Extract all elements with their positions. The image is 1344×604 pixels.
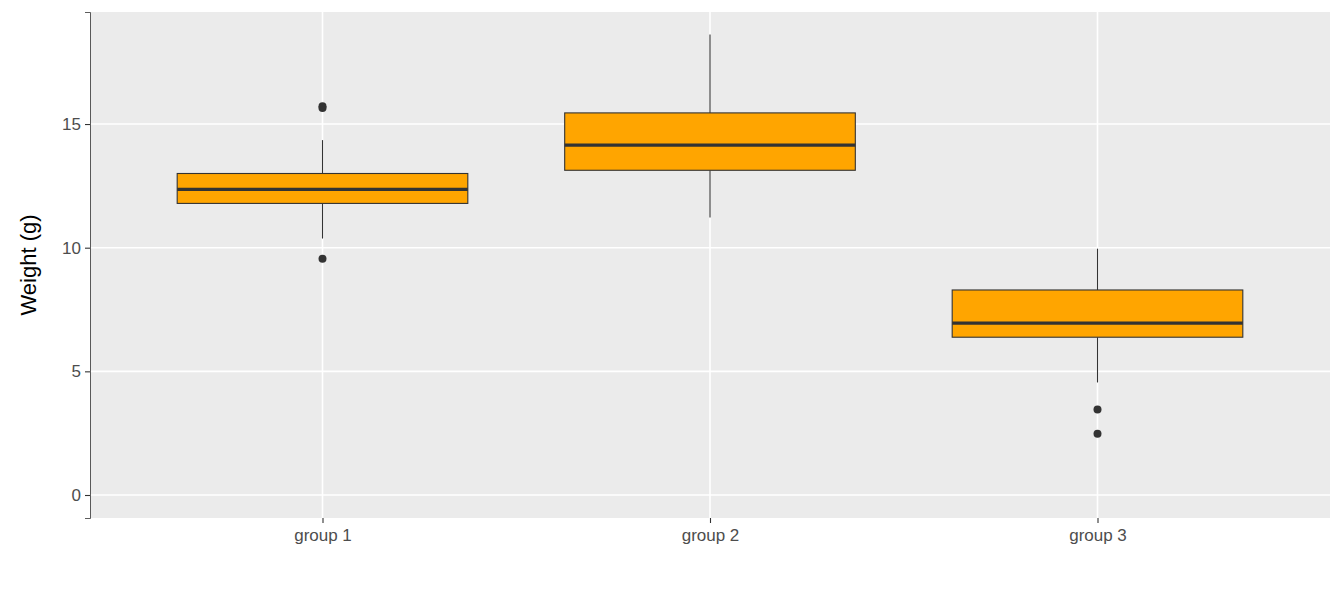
tick: 0 <box>72 486 90 505</box>
median-line <box>565 143 856 146</box>
y-axis: 0 5 10 15 <box>62 13 90 519</box>
lower-whisker <box>322 203 323 238</box>
tick: group 3 <box>1069 518 1127 545</box>
tick-label: 5 <box>72 362 81 381</box>
tick-mark <box>85 371 90 372</box>
outlier <box>319 255 327 263</box>
tick-label: group 1 <box>294 526 352 545</box>
boxes <box>177 35 1243 438</box>
outlier <box>1094 405 1102 413</box>
outlier <box>319 102 327 110</box>
grid <box>90 12 1330 518</box>
tick-mark <box>85 248 90 249</box>
grid-line <box>709 12 711 518</box>
outlier <box>1094 430 1102 438</box>
tick-label: 10 <box>62 239 81 258</box>
tick: 5 <box>72 362 90 381</box>
tick: 15 <box>62 115 90 134</box>
box <box>952 290 1243 337</box>
tick-label: group 2 <box>682 526 740 545</box>
grid-line <box>322 12 324 518</box>
tick-mark <box>85 124 90 125</box>
median-line <box>177 188 468 191</box>
tick-mark <box>85 495 90 496</box>
upper-whisker <box>709 35 710 113</box>
chart: 0 5 10 15 group 1 group 2 group 3 Weight (g) <box>0 0 1344 604</box>
tick: 10 <box>62 239 90 258</box>
upper-whisker <box>1097 249 1098 290</box>
tick-label: 15 <box>62 115 81 134</box>
x-axis: group 1 group 2 group 3 <box>294 518 1127 545</box>
box-plot <box>565 35 856 218</box>
box <box>565 113 856 170</box>
lower-whisker <box>1097 337 1098 382</box>
box-plot <box>952 249 1243 438</box>
axis-title: Weight (g) <box>16 214 41 315</box>
box-plot <box>177 102 468 263</box>
box <box>177 173 468 203</box>
tick: group 2 <box>682 518 740 545</box>
plot-background <box>90 12 1330 518</box>
tick-mark <box>322 518 323 523</box>
tick-mark <box>1097 518 1098 523</box>
grid-line <box>1097 12 1099 518</box>
tick-label: 0 <box>72 486 81 505</box>
median-line <box>952 322 1243 325</box>
tick: group 1 <box>294 518 352 545</box>
axis-line <box>85 13 91 519</box>
tick-label: group 3 <box>1069 526 1127 545</box>
lower-whisker <box>709 170 710 217</box>
upper-whisker <box>322 140 323 173</box>
tick-mark <box>710 518 711 523</box>
